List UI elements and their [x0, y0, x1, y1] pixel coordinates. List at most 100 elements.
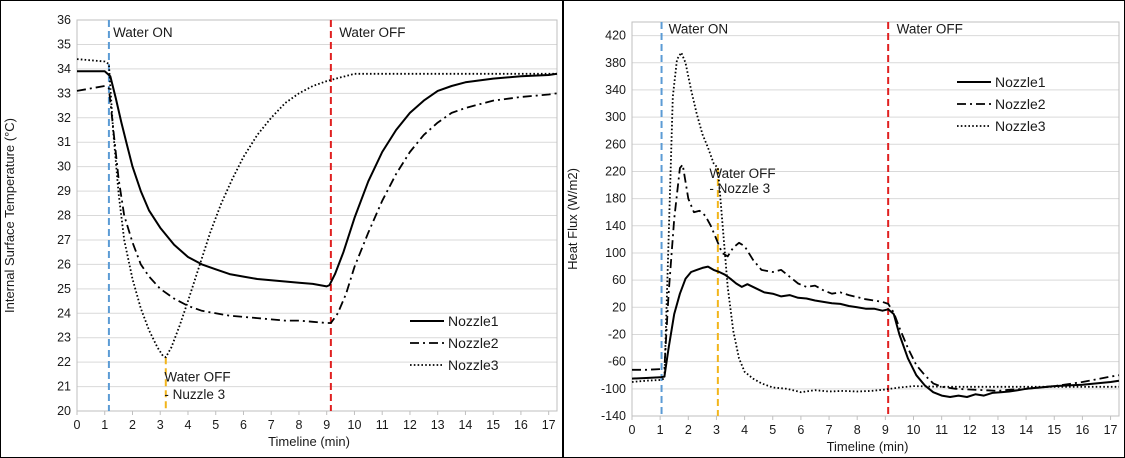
y-tick-label: 300: [605, 110, 626, 124]
x-tick-label: 3: [157, 418, 164, 432]
x-tick-label: 5: [769, 423, 776, 437]
x-tick-label: 12: [963, 423, 977, 437]
y-tick-label: 22: [57, 355, 71, 369]
x-tick-label: 10: [907, 423, 921, 437]
heat-flux-chart: -140-100-60-2020601001401802202603003403…: [565, 21, 1120, 454]
y-tick-label: 20: [57, 404, 71, 418]
annotation-label: Water OFF: [164, 370, 230, 385]
x-tick-label: 10: [348, 418, 362, 432]
plot-area: [631, 21, 1120, 417]
x-tick-label: 12: [403, 418, 417, 432]
heat-flux-chart-panel: -140 -100 -60 -20 20 60 100 140 180 220 260 300 340 3…: [563, 0, 1125, 458]
y-tick-label: 36: [57, 13, 71, 27]
x-tick-label: 1: [101, 418, 108, 432]
x-tick-label: 6: [240, 418, 247, 432]
y-tick-label: 260: [605, 137, 626, 151]
x-tick-label: 15: [1047, 423, 1061, 437]
y-tick-label: 34: [57, 62, 71, 76]
x-tick-label: 15: [486, 418, 500, 432]
y-tick-label: 20: [612, 300, 626, 314]
x-tick-label: 8: [295, 418, 302, 432]
y-tick-label: 28: [57, 209, 71, 223]
series-line-nozzle3: [76, 58, 557, 359]
x-tick-label: 1: [657, 423, 664, 437]
legend-label-nozzle3: Nozzle3: [448, 357, 499, 373]
y-tick-label: 420: [605, 29, 626, 43]
annotation-label: - Nuzzle 3: [164, 387, 225, 402]
annotation-label: Water OFF: [709, 166, 775, 181]
legend-label-nozzle1: Nozzle1: [448, 313, 499, 329]
y-tick-label: 24: [57, 306, 71, 320]
x-tick-label: 4: [185, 418, 192, 432]
series-line-nozzle1: [77, 70, 558, 288]
y-tick-label: 21: [57, 380, 71, 394]
y-tick-label: 140: [605, 219, 626, 233]
x-tick-label: 13: [431, 418, 445, 432]
y-tick-label: -60: [608, 355, 626, 369]
x-tick-label: 0: [629, 423, 636, 437]
y-tick-label: -140: [601, 409, 626, 423]
y-tick-label: 380: [605, 56, 626, 70]
y-tick-label: 33: [57, 86, 71, 100]
x-tick-label: 8: [854, 423, 861, 437]
y-axis-label: Internal Surface Temperature (°C): [2, 118, 17, 313]
y-tick-label: 340: [605, 83, 626, 97]
x-tick-label: 11: [376, 418, 389, 432]
y-tick-label: 31: [57, 135, 71, 149]
x-tick-label: 11: [935, 423, 948, 437]
series-line-nozzle2: [632, 163, 1120, 392]
y-tick-label: 30: [57, 160, 71, 174]
legend-label-nozzle2: Nozzle2: [995, 96, 1046, 112]
x-tick-label: 3: [713, 423, 720, 437]
x-tick-label: 2: [685, 423, 692, 437]
y-tick-label: 35: [57, 37, 71, 51]
legend: Nozzle1 Nozzle2 Nozzle3: [957, 74, 1046, 134]
annotation-label: - Nozzle 3: [709, 181, 770, 196]
temperature-chart-panel: 20 21 22 23 24 25 26 27 28 29 30 31 32 33 34 35 36 0 1 2 3 4 5…: [0, 0, 563, 458]
legend-label-nozzle2: Nozzle2: [448, 335, 499, 351]
legend-label-nozzle3: Nozzle3: [995, 118, 1046, 134]
series-line-nozzle2: [76, 85, 558, 324]
y-tick-label: 180: [605, 192, 626, 206]
series-line-nozzle1: [631, 265, 1120, 398]
y-tick-label: 25: [57, 282, 71, 296]
y-axis-label: Heat Flux (W/m2): [565, 168, 580, 270]
x-tick-label: 0: [74, 418, 81, 432]
y-tick-label: 100: [605, 246, 626, 260]
y-tick-label: 220: [605, 164, 626, 178]
annotation-label: Water OFF: [339, 25, 405, 40]
y-tick-label: 60: [612, 273, 626, 287]
y-tick-label: 27: [57, 233, 71, 247]
x-tick-label: 16: [514, 418, 528, 432]
x-axis-label: Timeline (min): [827, 439, 909, 454]
series-line-nozzle3: [631, 51, 1119, 394]
y-tick-label: 26: [57, 257, 71, 271]
x-tick-label: 4: [741, 423, 748, 437]
y-tick-label: 32: [57, 111, 71, 125]
annotation-label: Water ON: [669, 22, 729, 37]
y-tick-label: -100: [601, 382, 626, 396]
x-tick-label: 13: [991, 423, 1005, 437]
annotation-label: Water ON: [113, 25, 173, 40]
x-tick-label: 7: [826, 423, 833, 437]
x-tick-label: 5: [212, 418, 219, 432]
plot-area: [76, 19, 558, 412]
annotation-label: Water OFF: [897, 22, 963, 37]
x-axis-label: Timeline (min): [268, 434, 350, 449]
x-tick-label: 17: [542, 418, 556, 432]
x-tick-label: 16: [1075, 423, 1089, 437]
x-tick-label: 17: [1104, 423, 1118, 437]
x-tick-label: 2: [129, 418, 136, 432]
x-tick-label: 14: [458, 418, 472, 432]
y-tick-label: -20: [608, 327, 626, 341]
x-tick-label: 6: [797, 423, 804, 437]
y-tick-label: 29: [57, 184, 71, 198]
x-tick-label: 7: [268, 418, 275, 432]
x-tick-label: 9: [323, 418, 330, 432]
legend-label-nozzle1: Nozzle1: [995, 74, 1046, 90]
y-tick-label: 23: [57, 331, 71, 345]
x-tick-label: 9: [882, 423, 889, 437]
x-tick-label: 14: [1019, 423, 1033, 437]
legend: Nozzle1 Nozzle2 Nozzle3: [410, 313, 499, 373]
